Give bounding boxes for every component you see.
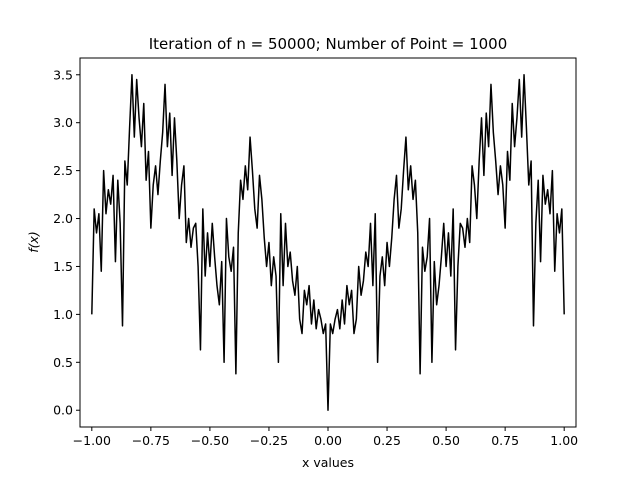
- y-tick-label: 0.0: [53, 403, 73, 418]
- y-tick-label: 2.5: [53, 163, 73, 178]
- x-tick-label: 0.25: [373, 433, 401, 448]
- y-axis-label: f(x): [26, 231, 41, 253]
- x-tick-label: −1.00: [73, 433, 111, 448]
- x-axis: −1.00 −0.75 −0.50 −0.25 0.00 0.25 0.50 0.75 1.00: [73, 427, 578, 448]
- x-axis-label: x values: [302, 455, 354, 470]
- series-line: [91, 74, 565, 411]
- y-tick-label: 1.0: [53, 307, 73, 322]
- y-tick-label: 2.0: [53, 211, 73, 226]
- y-tick-label: 0.5: [53, 355, 73, 370]
- chart-title: Iteration of n = 50000; Number of Point …: [149, 35, 508, 53]
- x-tick-label: −0.50: [191, 433, 229, 448]
- x-tick-label: 0.75: [491, 433, 519, 448]
- x-tick-label: 0.50: [432, 433, 460, 448]
- x-tick-label: 0.00: [314, 433, 342, 448]
- y-axis: 0.0 0.5 1.0 1.5 2.0 2.5 3.0 3.5: [53, 67, 80, 418]
- x-tick-label: −0.25: [250, 433, 288, 448]
- x-tick-label: 1.00: [550, 433, 578, 448]
- y-tick-label: 3.0: [53, 115, 73, 130]
- x-tick-label: −0.75: [132, 433, 170, 448]
- y-tick-label: 3.5: [53, 67, 73, 82]
- plot-area: [91, 74, 565, 411]
- plot-frame: [79, 57, 577, 428]
- y-tick-label: 1.5: [53, 259, 73, 274]
